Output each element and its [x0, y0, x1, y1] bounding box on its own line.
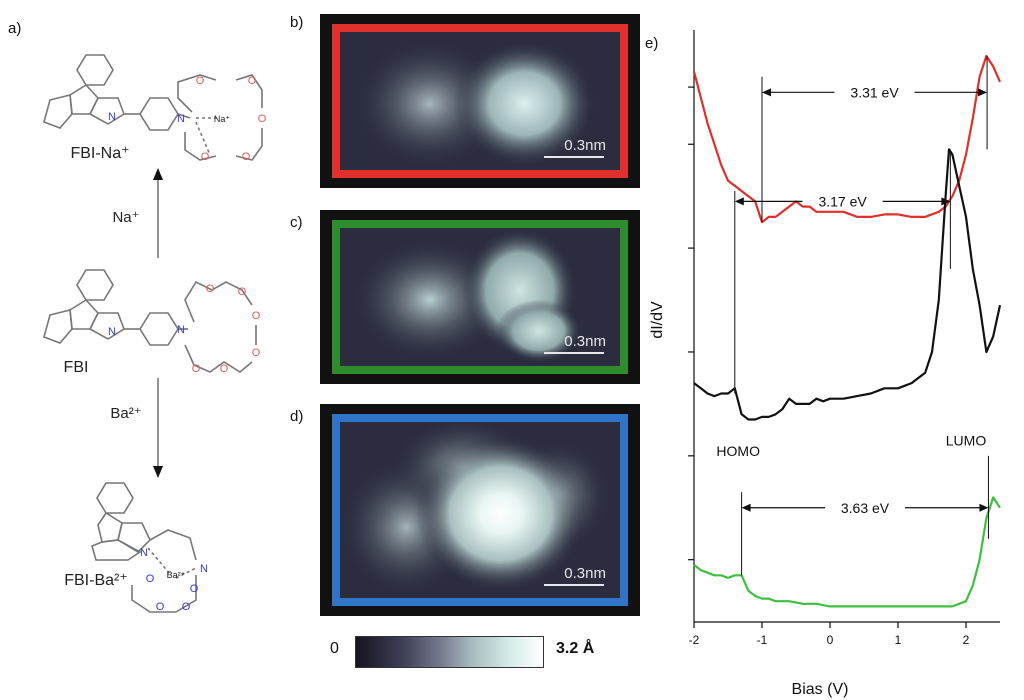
y-axis-label: dI/dV	[649, 301, 666, 339]
panel-label-c: c)	[290, 214, 303, 231]
atom-o: O	[242, 151, 251, 163]
scale-bar	[544, 352, 604, 354]
atom-o: O	[252, 310, 261, 322]
gap-label: 3.63 eV	[841, 500, 890, 516]
molecule-fbi	[43, 269, 257, 373]
atom-n: N	[177, 324, 185, 336]
atom-o: O	[156, 601, 165, 613]
x-tick-label: 0	[827, 633, 834, 647]
arrow-head	[978, 88, 988, 97]
atom-o: O	[196, 75, 205, 87]
x-tick-label: 1	[895, 633, 902, 647]
stm-border-d: 0.3nm	[332, 414, 628, 606]
x-axis-label: Bias (V)	[792, 681, 849, 698]
panel-label-b: b)	[290, 14, 304, 31]
x-tick-label: 2	[963, 633, 970, 647]
arrow-head	[941, 197, 951, 206]
atom-o: O	[190, 583, 199, 595]
atom-o: O	[182, 601, 191, 613]
ion-ba-label: Ba²⁺	[167, 570, 186, 580]
label-fbi-ba: FBI-Ba²⁺	[64, 572, 128, 589]
arrow-head	[979, 503, 989, 512]
panel-label-d: d)	[290, 408, 304, 425]
atom-o: O	[238, 286, 247, 298]
atom-n: N	[200, 563, 208, 575]
arrow-down-label: Ba²⁺	[110, 405, 141, 422]
colorbar-max: 3.2 Å	[556, 640, 595, 657]
gap-label: 3.17 eV	[818, 193, 867, 209]
stm-image-b: 0.3nm	[320, 14, 640, 188]
atom-o: O	[192, 363, 201, 375]
scale-label: 0.3nm	[564, 333, 606, 350]
molecule-fbi-ba	[91, 482, 197, 613]
molecule-scheme: O O O O O O O O O O O N N N N N N O O O …	[43, 54, 267, 613]
spectrum-curve-2	[693, 496, 1001, 608]
x-tick-label: -2	[689, 633, 700, 647]
scale-bar	[544, 156, 604, 158]
colorbar-min: 0	[330, 640, 339, 657]
atom-n: N	[108, 326, 116, 338]
stm-image-d: 0.3nm	[320, 404, 640, 616]
colorbar	[355, 636, 544, 668]
stm-border-b: 0.3nm	[332, 24, 628, 178]
molecule-fbi-na	[43, 54, 263, 161]
stm-border-c: 0.3nm	[332, 220, 628, 374]
atom-o: O	[252, 347, 261, 359]
atom-o: O	[201, 151, 210, 163]
arrow-up-label: Na⁺	[112, 209, 139, 226]
atom-n: N	[140, 547, 148, 559]
atom-o: O	[206, 283, 215, 295]
label-fbi-na: FBI-Na⁺	[70, 145, 129, 162]
gap-label: 3.31 eV	[850, 84, 899, 100]
scale-label: 0.3nm	[564, 565, 606, 582]
scale-bar	[544, 584, 604, 586]
atom-n: N	[108, 111, 116, 123]
arrow-head	[762, 88, 771, 97]
arrow-head	[741, 503, 751, 512]
dIdV-chart: -2 -1 0 1 2 3.31 eV 3.17 eV 3.63 eV HOMO LUMO dI…	[649, 30, 1002, 698]
stm-image-c: 0.3nm	[320, 210, 640, 384]
atom-o: O	[220, 363, 229, 375]
arrow-head	[734, 197, 744, 206]
ion-na-label: Na⁺	[214, 114, 231, 124]
panel-label-e: e)	[645, 35, 659, 52]
atom-o: O	[146, 573, 155, 585]
lumo-label: LUMO	[946, 432, 987, 448]
label-fbi: FBI	[64, 359, 89, 376]
atom-o: O	[258, 113, 267, 125]
panel-label-a: a)	[8, 20, 22, 37]
spectrum-curve-1	[693, 148, 1002, 421]
atom-n: N	[177, 113, 185, 125]
scale-label: 0.3nm	[564, 137, 606, 154]
atom-o: O	[248, 75, 257, 87]
x-tick-label: -1	[757, 633, 768, 647]
homo-label: HOMO	[716, 443, 760, 459]
